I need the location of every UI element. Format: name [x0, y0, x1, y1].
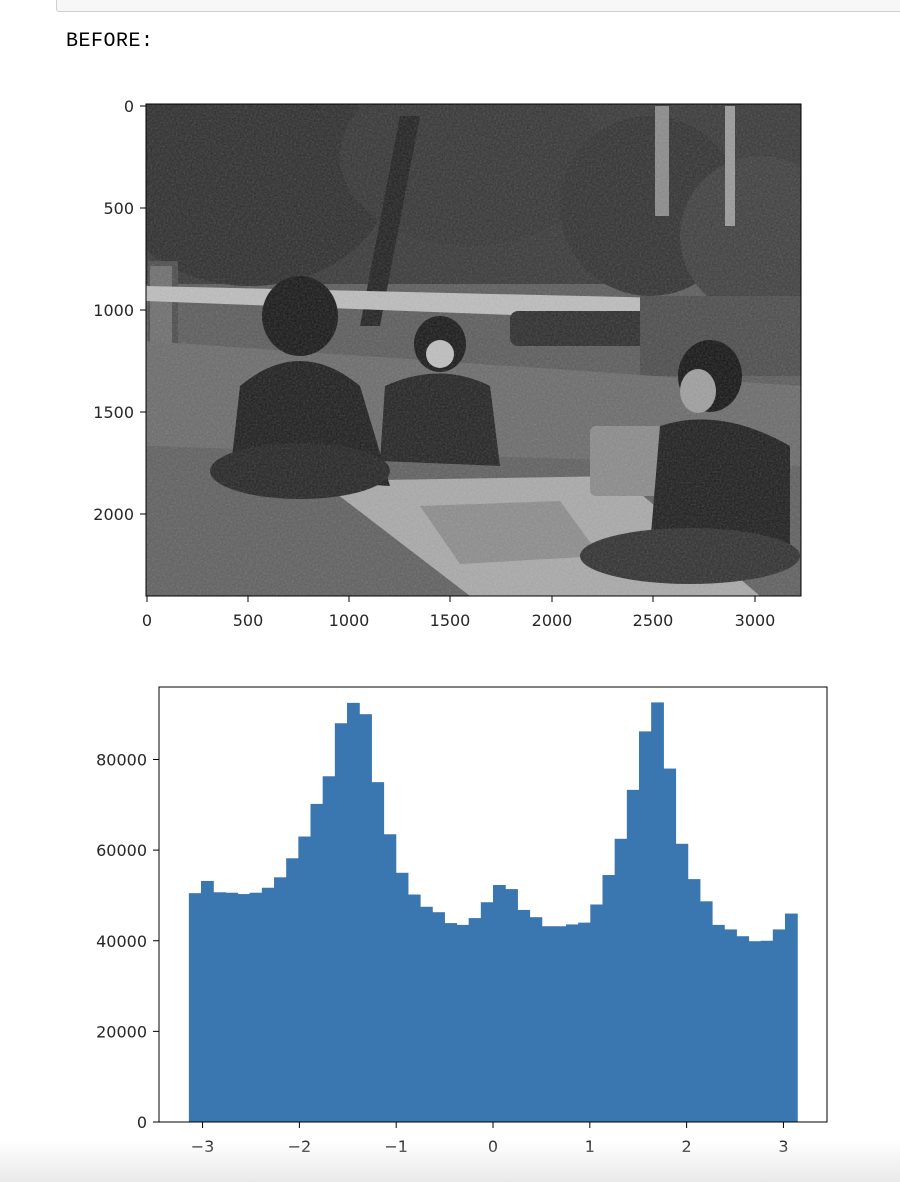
histogram-bar — [687, 879, 701, 1122]
histogram-y-tick-label: 60000 — [96, 841, 147, 860]
histogram-bar — [225, 892, 239, 1122]
histogram-y-ticks: 0 20000 40000 60000 80000 — [96, 751, 159, 1132]
image-x-tick-label: 0 — [142, 611, 152, 630]
histogram-bar — [565, 924, 579, 1122]
histogram-bar — [213, 892, 226, 1122]
histogram-bar — [420, 906, 433, 1122]
histogram-bar — [772, 929, 786, 1122]
histogram-bar — [711, 924, 725, 1122]
histogram-y-tick-label: 20000 — [96, 1022, 147, 1041]
histogram-bar — [614, 838, 628, 1122]
histogram-bar — [407, 894, 421, 1122]
histogram-bar — [432, 912, 445, 1122]
histogram-bar — [249, 892, 263, 1122]
histogram-bar — [736, 936, 750, 1122]
histogram-bar — [675, 843, 689, 1122]
histogram-bar — [480, 902, 494, 1122]
histogram-bar — [261, 887, 275, 1122]
histogram-bar — [347, 702, 360, 1122]
histogram-bar — [493, 885, 506, 1122]
histogram-bar — [626, 789, 640, 1122]
image-y-tick-label: 1000 — [93, 301, 134, 320]
histogram-bar — [444, 923, 458, 1122]
histogram-bar — [553, 926, 567, 1122]
image-x-tick-label: 2500 — [633, 611, 674, 630]
image-y-tick-label: 500 — [103, 199, 134, 218]
image-y-tick-label: 2000 — [93, 505, 134, 524]
histogram-bar — [237, 894, 251, 1122]
histogram-bar — [334, 723, 348, 1122]
previous-cell-border — [56, 0, 900, 12]
histogram-y-tick-label: 80000 — [96, 751, 147, 770]
image-x-tick-label: 1500 — [430, 611, 471, 630]
histogram-bar — [383, 834, 397, 1122]
image-x-tick-label: 1000 — [329, 611, 370, 630]
histogram-bar — [651, 702, 664, 1122]
histogram-y-tick-label: 40000 — [96, 932, 147, 951]
histogram-bar — [590, 904, 604, 1122]
histogram-bar — [359, 714, 372, 1122]
histogram-bar — [298, 836, 312, 1122]
image-axes-svg: 0 500 1000 1500 2000 0 500 1000 1500 200… — [93, 97, 802, 630]
histogram-bar — [201, 880, 214, 1122]
histogram-bar — [760, 940, 774, 1122]
histogram-bar — [602, 875, 616, 1122]
histogram-bar — [468, 918, 482, 1122]
image-x-tick-label: 2000 — [532, 611, 573, 630]
histogram-bar — [638, 731, 652, 1122]
histogram-bar — [699, 901, 713, 1122]
histogram-y-tick-label: 0 — [137, 1113, 147, 1132]
histogram-bar — [286, 858, 299, 1122]
histogram-bar — [529, 917, 543, 1122]
image-y-ticks: 0 500 1000 1500 2000 — [93, 97, 146, 524]
histogram-bar — [456, 924, 470, 1122]
histogram-bar — [663, 768, 677, 1122]
histogram-bar — [371, 782, 385, 1122]
image-figure: 0 500 1000 1500 2000 0 500 1000 1500 200… — [0, 86, 900, 646]
histogram-bar — [578, 922, 591, 1122]
image-axes-frame — [145, 103, 802, 597]
histogram-bar — [188, 893, 202, 1122]
image-y-tick-label: 1500 — [93, 403, 134, 422]
output-label: BEFORE: — [66, 30, 154, 53]
histogram-bar — [724, 929, 737, 1122]
grayscale-photo — [146, 104, 801, 596]
histogram-bar — [748, 941, 762, 1122]
histogram-bar — [517, 909, 531, 1122]
histogram-bar — [541, 926, 555, 1122]
histogram-bar — [784, 913, 798, 1122]
histogram-bar — [322, 776, 336, 1122]
histogram-bar — [395, 872, 409, 1122]
histogram-bars — [188, 702, 798, 1122]
image-x-tick-label: 3000 — [735, 611, 776, 630]
histogram-bar — [274, 877, 287, 1122]
viewport-bottom-fade — [0, 1140, 900, 1182]
histogram-bar — [505, 889, 518, 1122]
histogram-bar — [310, 803, 324, 1122]
image-x-ticks: 0 500 1000 1500 2000 2500 3000 — [142, 596, 775, 630]
image-x-tick-label: 500 — [233, 611, 264, 630]
image-y-tick-label: 0 — [124, 97, 134, 116]
